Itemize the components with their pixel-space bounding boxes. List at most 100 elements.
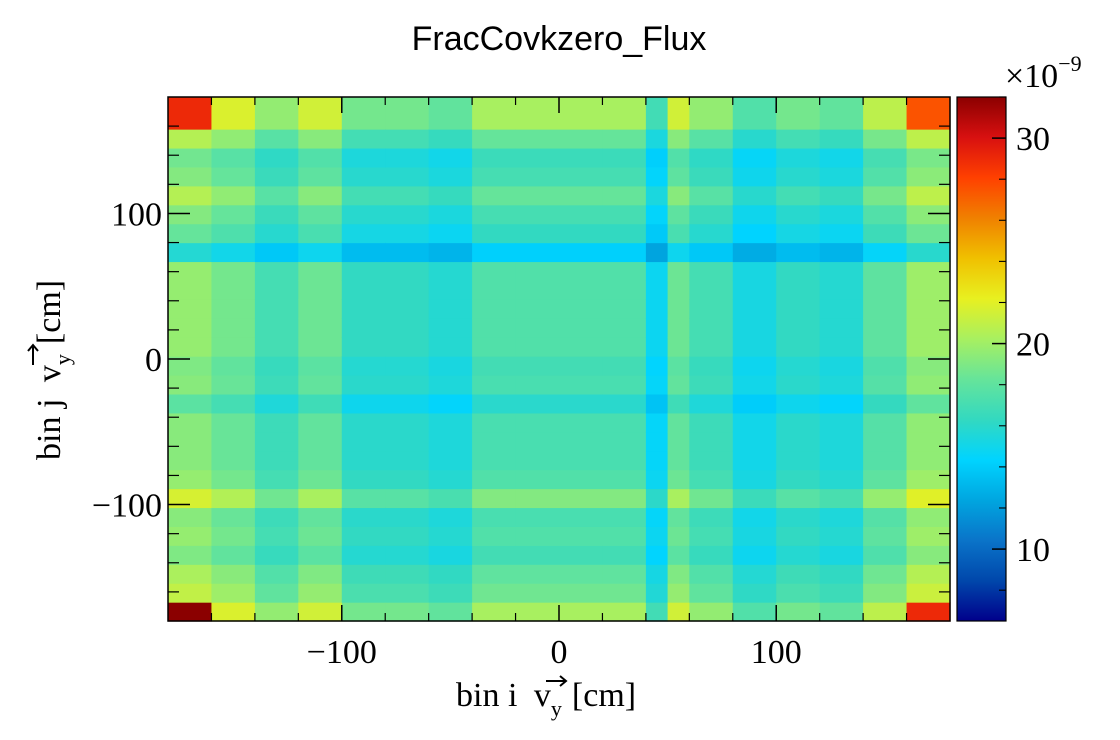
heatmap-cell [168, 393, 213, 414]
heatmap-cell [776, 166, 821, 187]
heatmap-cell [428, 564, 473, 584]
heatmap-cell [689, 507, 734, 527]
heatmap-cell [645, 583, 669, 603]
heatmap-cell [602, 507, 647, 527]
heatmap-cell [254, 166, 299, 187]
heatmap-cell [168, 507, 213, 527]
heatmap-cell [906, 185, 951, 206]
heatmap-cell [732, 393, 777, 414]
heatmap-cell [298, 431, 343, 452]
heatmap-cell [645, 129, 669, 149]
heatmap-cell [645, 318, 669, 338]
heatmap-cell [732, 147, 777, 168]
heatmap-cell [645, 204, 669, 225]
heatmap-cell [298, 204, 343, 225]
heatmap-cell [341, 318, 386, 338]
heatmap-cell [385, 147, 430, 168]
heatmap-cell [732, 242, 777, 263]
heatmap-cell [819, 337, 864, 357]
heatmap-cell [863, 166, 908, 187]
heatmap-cell [428, 129, 473, 149]
heatmap-cell [428, 242, 473, 263]
heatmap-cell [906, 393, 951, 414]
heatmap-cell [211, 337, 256, 357]
heatmap-cell [776, 147, 821, 168]
heatmap-cell [689, 488, 734, 509]
heatmap-cell [211, 375, 256, 395]
heatmap-cell [559, 545, 604, 565]
heatmap-cell [863, 356, 908, 376]
heatmap-cell [667, 450, 690, 471]
heatmap-cell [732, 469, 777, 490]
heatmap-cell [515, 166, 560, 187]
heatmap-cell [732, 129, 777, 149]
heatmap-cell [906, 223, 951, 244]
heatmap-cell [515, 375, 560, 395]
heatmap-cell [211, 299, 256, 319]
heatmap-cell [298, 602, 343, 622]
heatmap-cell [298, 97, 343, 130]
heatmap-cell [906, 318, 951, 338]
heatmap-cell [168, 583, 213, 603]
heatmap-cell [645, 299, 669, 319]
heatmap-cell [819, 507, 864, 527]
heatmap-cell [689, 318, 734, 338]
heatmap-cell [298, 337, 343, 357]
heatmap-cell [211, 545, 256, 565]
heatmap-cell [211, 97, 256, 130]
heatmap-cell [559, 526, 604, 546]
heatmap-cell [819, 318, 864, 338]
heatmap-cell [428, 583, 473, 603]
heatmap-cell [559, 469, 604, 490]
heatmap-cell [211, 602, 256, 622]
heatmap-cell [689, 299, 734, 319]
heatmap-cell [863, 129, 908, 149]
heatmap-cell [776, 507, 821, 527]
heatmap-cell [863, 507, 908, 527]
heatmap-cell [254, 507, 299, 527]
heatmap-cell [559, 280, 604, 300]
heatmap-cell [254, 488, 299, 509]
heatmap-cell [863, 147, 908, 168]
heatmap-cell [168, 97, 213, 130]
heatmap-cell [254, 375, 299, 395]
heatmap-cell [602, 261, 647, 281]
heatmap-cell [559, 223, 604, 244]
heatmap-cell [168, 280, 213, 300]
heatmap-cell [732, 166, 777, 187]
heatmap-cell [472, 97, 517, 130]
heatmap-cell [254, 602, 299, 622]
y-axis: −100 0 100 [92, 125, 950, 593]
heatmap-cell [472, 507, 517, 527]
heatmap-cell [689, 469, 734, 490]
heatmap-cell [298, 261, 343, 281]
heatmap-cell [254, 564, 299, 584]
heatmap-cell [819, 356, 864, 376]
heatmap-cell [168, 412, 213, 433]
heatmap-cell [428, 412, 473, 433]
heatmap-cell [906, 147, 951, 168]
heatmap-cell [732, 280, 777, 300]
heatmap-cell [428, 337, 473, 357]
heatmap-cell [472, 242, 517, 263]
heatmap-cell [168, 450, 213, 471]
heatmap-cell [254, 583, 299, 603]
y-axis-vector-arrow [27, 343, 39, 365]
heatmap-cell [689, 431, 734, 452]
heatmap-cell [168, 356, 213, 376]
heatmap-cell [819, 375, 864, 395]
heatmap-cell [385, 242, 430, 263]
heatmap-cell [906, 166, 951, 187]
heatmap-cell [211, 223, 256, 244]
heatmap-cell [211, 469, 256, 490]
heatmap-cell [602, 129, 647, 149]
heatmap-cell [428, 545, 473, 565]
heatmap-cell [341, 507, 386, 527]
heatmap-cell [776, 526, 821, 546]
heatmap-cell [211, 204, 256, 225]
heatmap-cell [819, 469, 864, 490]
heatmap-cell [168, 299, 213, 319]
heatmap-cell [776, 375, 821, 395]
heatmap-cell [667, 337, 690, 357]
heatmap-cell [689, 204, 734, 225]
